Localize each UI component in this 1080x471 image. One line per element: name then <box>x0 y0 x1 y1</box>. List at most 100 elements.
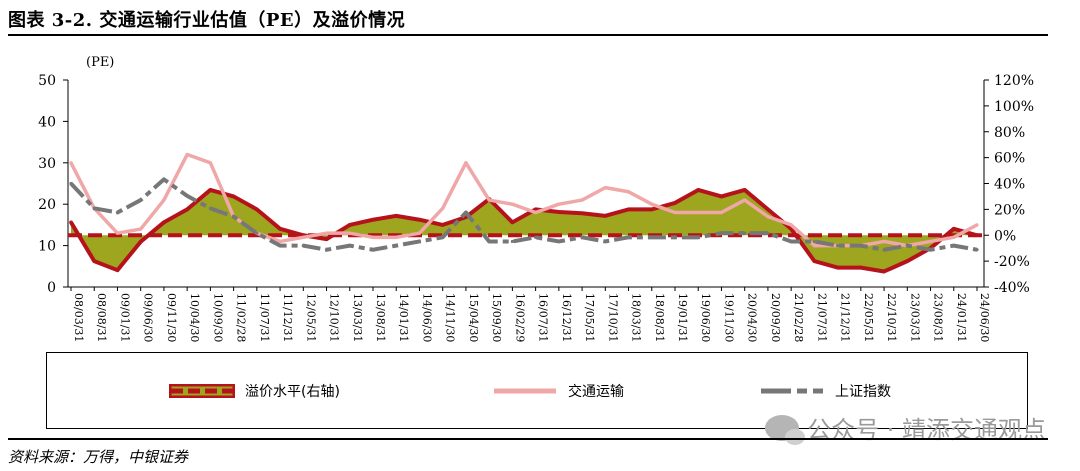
x-tick-label: 16/02/29 <box>513 293 526 342</box>
right-tick-label: 40% <box>994 177 1025 193</box>
transport-point <box>719 210 724 215</box>
right-tick-label: -20% <box>994 254 1030 270</box>
right-tick-label: 60% <box>994 151 1025 167</box>
shanghai-point <box>139 198 143 202</box>
shanghai-point <box>255 231 259 235</box>
shanghai-point <box>534 235 538 239</box>
transport-point <box>115 231 120 235</box>
legend-shanghai-swatch <box>761 388 823 394</box>
shanghai-point <box>557 239 561 244</box>
legend-label-premium: 溢价水平(右轴) <box>245 384 340 400</box>
premium-point <box>882 269 886 274</box>
transport-point <box>882 239 886 244</box>
x-tick-label: 24/01/31 <box>955 293 968 342</box>
shanghai-point <box>952 244 956 248</box>
shanghai-point <box>324 248 329 252</box>
x-tick-label: 11/12/31 <box>281 293 294 342</box>
x-tick-label: 16/12/31 <box>560 293 573 342</box>
premium-point <box>115 268 120 272</box>
transport-point <box>417 231 422 235</box>
page-title: 图表 3-2. 交通运输行业估值（PE）及溢价情况 <box>8 10 406 31</box>
shanghai-point <box>208 206 212 210</box>
premium-point <box>812 259 817 263</box>
transport-point <box>162 198 166 202</box>
x-tick-label: 17/10/31 <box>606 293 619 342</box>
x-tick-label: 20/09/30 <box>769 293 782 342</box>
shanghai-point <box>905 244 909 248</box>
legend-label-transport: 交通运输 <box>568 384 624 400</box>
premium-point <box>255 207 259 212</box>
shanghai-point <box>348 244 352 248</box>
shanghai-point <box>417 239 422 244</box>
shanghai-point <box>882 248 886 252</box>
transport-point <box>743 198 747 202</box>
chart-legend: 溢价水平(右轴) 交通运输 上证指数 <box>46 352 1028 429</box>
legend-item-transport: 交通运输 <box>492 381 624 401</box>
transport-point <box>650 202 654 206</box>
x-tick-label: 09/06/30 <box>142 293 155 342</box>
premium-point <box>533 207 538 212</box>
premium-pe-chart: (PE) 0 10 20 30 40 50 -40% -20% 0% 20% 40% 60% 80% 10… <box>38 55 1034 342</box>
x-tick-label: 22/05/31 <box>862 293 875 342</box>
transport-point <box>557 202 561 206</box>
x-tick-label: 16/07/31 <box>537 293 550 342</box>
shanghai-point <box>650 235 654 239</box>
transport-point <box>626 190 631 194</box>
legend-item-shanghai: 上证指数 <box>759 381 891 401</box>
shanghai-point <box>626 235 631 239</box>
x-tick-label: 21/07/31 <box>815 293 828 342</box>
left-tick-label: 20 <box>38 197 56 213</box>
x-tick-label: 09/11/30 <box>165 293 178 342</box>
pe-unit-label: (PE) <box>86 55 114 70</box>
transport-point <box>789 223 793 227</box>
shanghai-point <box>696 235 700 239</box>
right-tick-label: 0% <box>994 228 1016 244</box>
transport-point <box>278 239 282 244</box>
transport-point <box>487 198 491 202</box>
premium-point <box>92 259 97 263</box>
shanghai-point <box>441 235 445 239</box>
transport-point <box>371 235 375 239</box>
x-tick-label: 10/04/30 <box>188 293 201 342</box>
left-tick-label: 0 <box>47 280 56 296</box>
shanghai-point <box>394 244 398 248</box>
x-tick-label: 24/06/30 <box>978 293 991 342</box>
x-tick-label: 19/11/30 <box>722 293 735 342</box>
x-tick-label: 08/03/31 <box>72 293 85 342</box>
shanghai-point <box>766 231 770 235</box>
x-tick-label: 23/03/31 <box>908 293 921 342</box>
right-tick-label: 100% <box>994 99 1034 115</box>
premium-point <box>371 217 375 222</box>
legend-transport-swatch <box>494 388 556 394</box>
shanghai-point <box>115 210 120 215</box>
premium-point <box>510 220 515 225</box>
right-tick-label: 120% <box>994 73 1034 89</box>
x-tick-label: 23/08/31 <box>932 293 945 342</box>
x-tick-label: 21/02/28 <box>792 293 805 342</box>
premium-point <box>719 194 724 199</box>
premium-point <box>696 188 701 192</box>
shanghai-point <box>487 239 491 244</box>
transport-point <box>441 206 445 210</box>
transport-point <box>952 235 956 239</box>
left-tick-label: 50 <box>38 73 56 89</box>
x-tick-label: 18/08/31 <box>653 293 666 342</box>
transport-point <box>324 231 329 235</box>
premium-point <box>347 223 352 227</box>
footer-divider <box>8 438 1048 440</box>
transport-point <box>301 235 305 239</box>
shanghai-point <box>812 239 816 244</box>
premium-point <box>417 217 422 222</box>
premium-area <box>71 189 977 272</box>
premium-point <box>440 223 445 227</box>
x-tick-label: 13/08/31 <box>374 293 387 342</box>
x-tick-label: 22/10/31 <box>885 293 898 342</box>
premium-point <box>394 214 399 218</box>
shanghai-line <box>69 177 978 252</box>
premium-point <box>905 259 910 263</box>
premium-point <box>580 211 584 216</box>
premium-point <box>626 207 631 212</box>
x-tick-label: 17/05/31 <box>583 293 596 342</box>
premium-point <box>835 265 840 270</box>
shanghai-point <box>928 248 933 252</box>
